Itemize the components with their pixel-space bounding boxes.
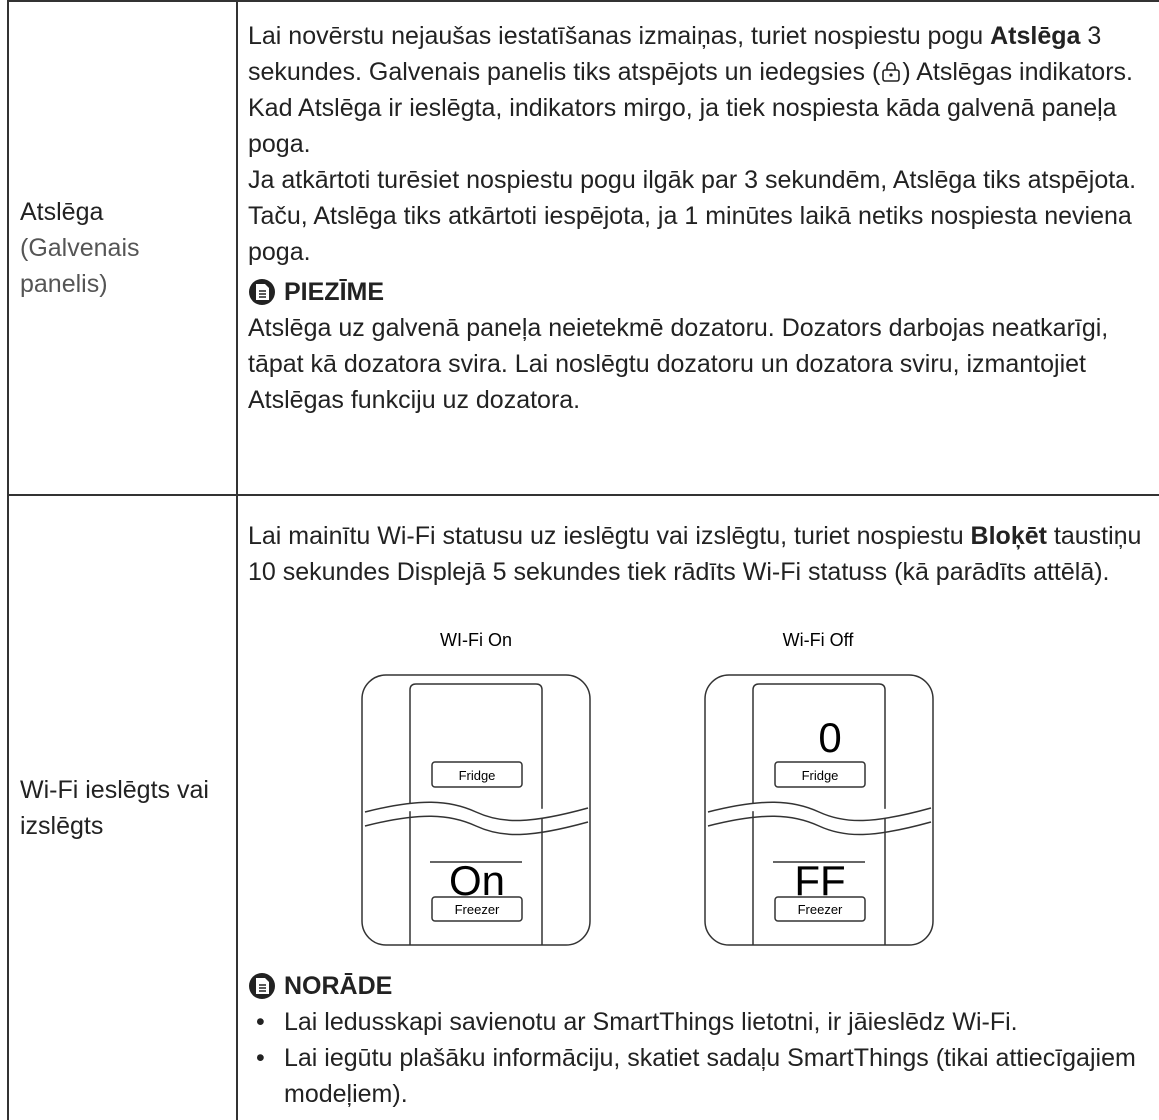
display: 0	[818, 714, 841, 761]
paragraph: Kad Atslēga ir ieslēgta, indikators mirg…	[248, 94, 1117, 158]
text: Lai novērstu nejaušas iestatīšanas izmai…	[248, 22, 991, 50]
label: Atslēga	[20, 197, 104, 226]
note-text: Atslēga uz galvenā paneļa neietekmē doza…	[248, 314, 1109, 414]
button-label: Fridge	[802, 768, 839, 783]
display: On	[449, 857, 505, 904]
heading: NORĀDE	[284, 972, 393, 1000]
panel-on	[361, 674, 591, 946]
text: Lai mainītu Wi-Fi statusu uz ieslēgtu va…	[248, 522, 971, 550]
panel-off	[704, 674, 934, 946]
text: ) Atslēgas indikators.	[902, 58, 1133, 86]
bullet-list: Lai ledusskapi savienotu ar SmartThings …	[248, 1004, 1153, 1112]
emphasis: Atslēga	[990, 22, 1081, 50]
paragraph: Lai novērstu nejaušas iestatīšanas izmai…	[248, 18, 1153, 90]
heading: PIEZĪME	[284, 278, 385, 306]
note-heading: PIEZĪME	[248, 274, 1153, 310]
button-label: Freezer	[455, 902, 500, 917]
paragraph: Lai mainītu Wi-Fi statusu uz ieslēgtu va…	[248, 518, 1153, 590]
button-label: Freezer	[798, 902, 843, 917]
bullet: Lai ledusskapi savienotu ar SmartThings …	[248, 1004, 1153, 1040]
note: NORĀDE Lai ledusskapi savienotu ar Smart…	[248, 964, 1153, 1112]
emphasis: Bloķēt	[970, 522, 1047, 550]
label: Wi-Fi ieslēgts vai izslēgts	[20, 775, 209, 840]
text: taustiņu 10 sekundes Displejā 5 sekundes…	[248, 522, 1142, 586]
note-heading: NORĀDE	[248, 968, 1153, 1004]
lock-icon	[882, 62, 901, 82]
paragraph: Taču, Atslēga tiks atkārtoti iespējota, …	[248, 202, 1132, 266]
row-content: Lai novērstu nejaušas iestatīšanas izmai…	[248, 18, 1153, 418]
bullet: Lai iegūtu plašāku informāciju, skatiet …	[248, 1040, 1153, 1112]
paragraph: Ja atkārtoti turēsiet nospiestu pogu ilg…	[248, 166, 1137, 194]
row-label: Atslēga (Galvenais panelis)	[20, 0, 230, 495]
note-icon	[249, 279, 275, 305]
display: FF	[794, 857, 845, 904]
caption: WI-Fi On	[440, 630, 512, 650]
note-icon	[249, 973, 275, 999]
text: 3 sekundes. Galvenais panelis tiks atspē…	[248, 22, 1102, 86]
sublabel: (Galvenais panelis)	[20, 233, 140, 298]
button-label: Fridge	[459, 768, 496, 783]
row-content: Lai mainītu Wi-Fi statusu uz ieslēgtu va…	[248, 518, 1153, 590]
caption: Wi-Fi Off	[783, 630, 855, 650]
row-label: Wi-Fi ieslēgts vai izslēgts	[20, 495, 230, 1120]
